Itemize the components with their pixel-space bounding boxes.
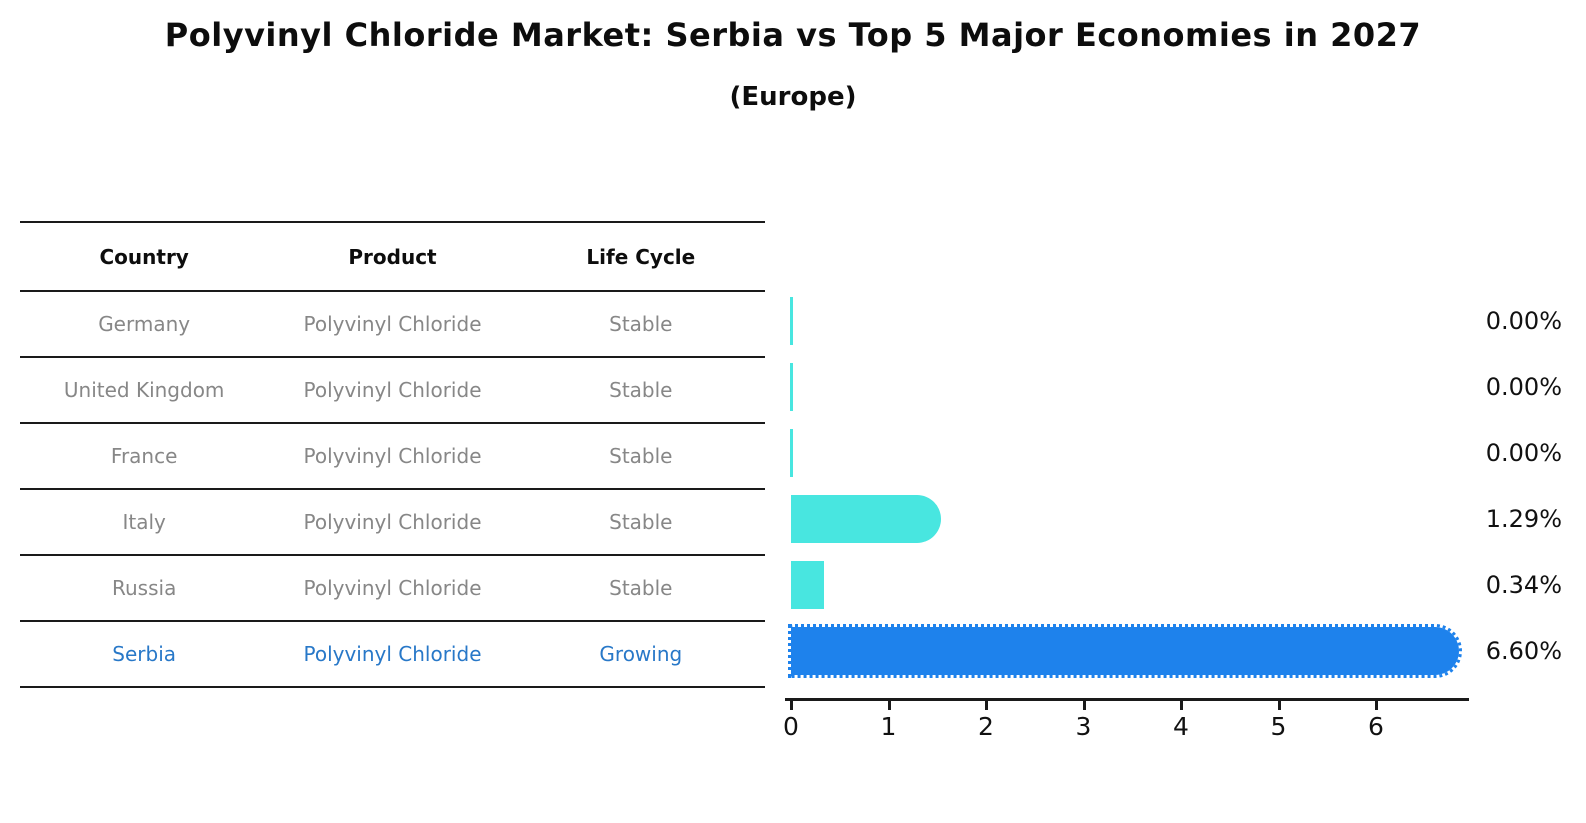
x-axis-tick-label: 6 bbox=[1368, 712, 1384, 741]
value-label-france: 0.00% bbox=[1485, 439, 1562, 467]
value-label-germany: 0.00% bbox=[1485, 307, 1562, 335]
value-label-serbia: 6.60% bbox=[1485, 637, 1562, 665]
chart-title: Polyvinyl Chloride Market: Serbia vs Top… bbox=[164, 16, 1422, 54]
bar-united-kingdom bbox=[790, 363, 793, 411]
x-axis-tick bbox=[1375, 701, 1378, 710]
table-cell-lifecycle: Growing bbox=[599, 642, 683, 666]
table-header-product: Product bbox=[348, 244, 437, 269]
table-cell-country: Italy bbox=[122, 510, 166, 534]
table-row: Germany Polyvinyl Chloride Stable bbox=[20, 292, 765, 358]
value-label-united-kingdom: 0.00% bbox=[1485, 373, 1562, 401]
bar-russia bbox=[791, 561, 825, 609]
chart-subtitle: (Europe) bbox=[729, 82, 857, 112]
table-cell-lifecycle: Stable bbox=[609, 576, 673, 600]
x-axis-tick-label: 5 bbox=[1270, 712, 1287, 741]
bar-italy bbox=[791, 495, 941, 543]
table-cell-product: Polyvinyl Chloride bbox=[303, 576, 482, 600]
x-axis-tick-label: 0 bbox=[783, 712, 799, 741]
table-body: Germany Polyvinyl Chloride Stable United Ki… bbox=[20, 292, 765, 688]
x-axis-tick bbox=[887, 701, 891, 710]
table-cell-country: Germany bbox=[98, 312, 191, 336]
value-label-italy: 1.29% bbox=[1485, 505, 1562, 533]
table-row: Italy Polyvinyl Chloride Stable bbox=[20, 490, 765, 556]
table-cell-country: France bbox=[110, 444, 178, 468]
table-cell-lifecycle: Stable bbox=[609, 312, 673, 336]
bar-serbia bbox=[788, 624, 1462, 678]
x-axis-tick bbox=[790, 701, 793, 710]
table-cell-lifecycle: Stable bbox=[609, 378, 673, 402]
table-header-lifecycle: Life Cycle bbox=[586, 244, 696, 269]
table-header-country: Country bbox=[99, 244, 189, 269]
bar-france bbox=[790, 429, 793, 477]
table-cell-lifecycle: Stable bbox=[609, 444, 673, 468]
table-cell-country: Russia bbox=[112, 576, 177, 600]
table-row: Serbia Polyvinyl Chloride Growing bbox=[20, 622, 765, 688]
table-cell-product: Polyvinyl Chloride bbox=[303, 510, 482, 534]
table-cell-product: Polyvinyl Chloride bbox=[303, 642, 482, 666]
table-cell-product: Polyvinyl Chloride bbox=[303, 378, 482, 402]
table-cell-product: Polyvinyl Chloride bbox=[303, 312, 482, 336]
x-axis-tick bbox=[985, 701, 988, 710]
table-header-row: Country Product Life Cycle bbox=[20, 223, 765, 292]
x-axis-tick-label: 4 bbox=[1173, 712, 1189, 741]
table-cell-country: United Kingdom bbox=[63, 378, 225, 402]
table-row: United Kingdom Polyvinyl Chloride Stable bbox=[20, 358, 765, 424]
table-row: France Polyvinyl Chloride Stable bbox=[20, 424, 765, 490]
x-axis-tick-label: 3 bbox=[1075, 712, 1092, 741]
bar-germany bbox=[790, 297, 793, 345]
x-axis-tick-label: 1 bbox=[880, 712, 897, 741]
x-axis-tick bbox=[1082, 701, 1086, 710]
data-table: Country Product Life Cycle Germany Polyvi… bbox=[20, 221, 765, 688]
table-row: Russia Polyvinyl Chloride Stable bbox=[20, 556, 765, 622]
x-axis-tick bbox=[1180, 701, 1183, 710]
table-cell-lifecycle: Stable bbox=[609, 510, 673, 534]
x-axis-line bbox=[785, 698, 1469, 701]
x-axis-tick bbox=[1277, 701, 1281, 710]
table-cell-product: Polyvinyl Chloride bbox=[303, 444, 482, 468]
table-cell-country: Serbia bbox=[112, 642, 177, 666]
value-label-russia: 0.34% bbox=[1485, 571, 1562, 599]
x-axis-tick-label: 2 bbox=[978, 712, 994, 741]
